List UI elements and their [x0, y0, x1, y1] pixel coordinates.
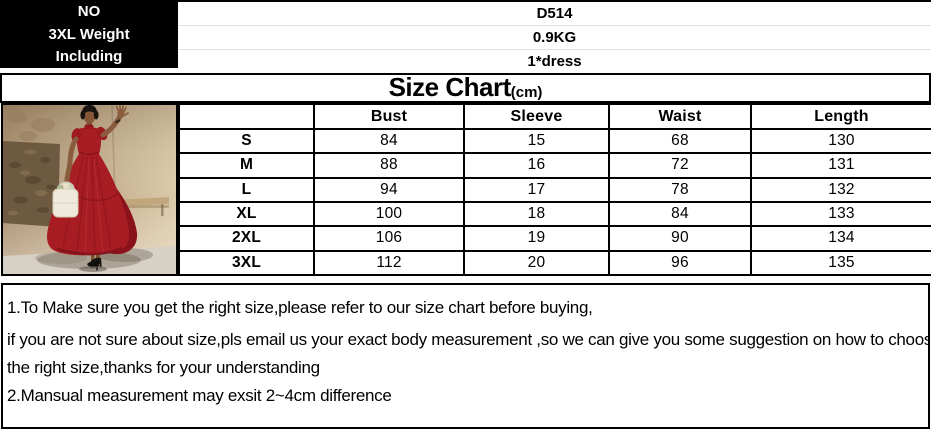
sleeve-value: 17 — [463, 176, 610, 203]
column-header-length: Length — [750, 103, 931, 130]
size-label: 2XL — [178, 225, 315, 252]
size-label: L — [178, 176, 315, 203]
info-value-no: D514 — [178, 2, 931, 26]
sleeve-value: 18 — [463, 200, 610, 228]
model-in-red-dress-illustration — [3, 105, 176, 274]
waist-value: 72 — [608, 152, 752, 179]
product-photo — [1, 103, 178, 276]
table-row-m: M 88 16 72 131 — [178, 152, 931, 179]
size-table-header-row: Bust Sleeve Waist Length — [178, 103, 931, 130]
waist-value: 90 — [608, 225, 752, 252]
size-label: S — [178, 127, 315, 155]
size-column-header-blank — [178, 103, 315, 130]
info-label-including: Including — [55, 48, 123, 66]
size-label: 3XL — [178, 249, 315, 277]
table-row-xl: XL 100 18 84 133 — [178, 200, 931, 228]
product-info-label-column: NO 3XL Weight Including — [0, 0, 178, 68]
sleeve-value: 15 — [463, 127, 610, 155]
bust-value: 94 — [313, 176, 465, 203]
note-line-3: the right size,thanks for your understan… — [7, 358, 320, 377]
info-value-weight: 0.9KG — [178, 26, 931, 50]
bust-value: 88 — [313, 152, 465, 179]
table-row-2xl: 2XL 106 19 90 134 — [178, 225, 931, 252]
info-label-no: NO — [77, 2, 101, 20]
bust-value: 112 — [313, 249, 465, 277]
note-line-2: if you are not sure about size,pls email… — [7, 330, 930, 349]
table-row-3xl: 3XL 112 20 96 135 — [178, 249, 931, 277]
table-row-s: S 84 15 68 130 — [178, 127, 931, 155]
info-label-weight: 3XL Weight — [48, 25, 130, 43]
size-label: XL — [178, 200, 315, 228]
note-line-4: 2.Mansual measurement may exsit 2~4cm di… — [7, 386, 392, 405]
column-header-bust: Bust — [313, 103, 465, 130]
bust-value: 84 — [313, 127, 465, 155]
table-row-l: L 94 17 78 132 — [178, 176, 931, 203]
waist-value: 68 — [608, 127, 752, 155]
length-value: 132 — [750, 176, 931, 203]
column-header-waist: Waist — [608, 103, 752, 130]
length-value: 131 — [750, 152, 931, 179]
size-chart-title-bar: Size Chart (cm) — [0, 73, 931, 103]
size-table: Bust Sleeve Waist Length S 84 15 68 130 … — [178, 103, 931, 277]
waist-value: 78 — [608, 176, 752, 203]
size-chart-title: Size Chart — [388, 72, 512, 102]
column-header-sleeve: Sleeve — [463, 103, 610, 130]
length-value: 133 — [750, 200, 931, 228]
note-line-1: 1.To Make sure you get the right size,pl… — [7, 298, 593, 317]
bust-value: 106 — [313, 225, 465, 252]
sleeve-value: 20 — [463, 249, 610, 277]
sizing-notes-box: 1.To Make sure you get the right size,pl… — [1, 283, 930, 429]
waist-value: 84 — [608, 200, 752, 228]
length-value: 130 — [750, 127, 931, 155]
product-info-value-column: D514 0.9KG 1*dress — [178, 0, 931, 73]
sleeve-value: 19 — [463, 225, 610, 252]
sleeve-value: 16 — [463, 152, 610, 179]
length-value: 134 — [750, 225, 931, 252]
bust-value: 100 — [313, 200, 465, 228]
length-value: 135 — [750, 249, 931, 277]
waist-value: 96 — [608, 249, 752, 277]
size-chart-unit: (cm) — [510, 84, 543, 101]
info-value-including: 1*dress — [527, 53, 582, 70]
size-label: M — [178, 152, 315, 179]
